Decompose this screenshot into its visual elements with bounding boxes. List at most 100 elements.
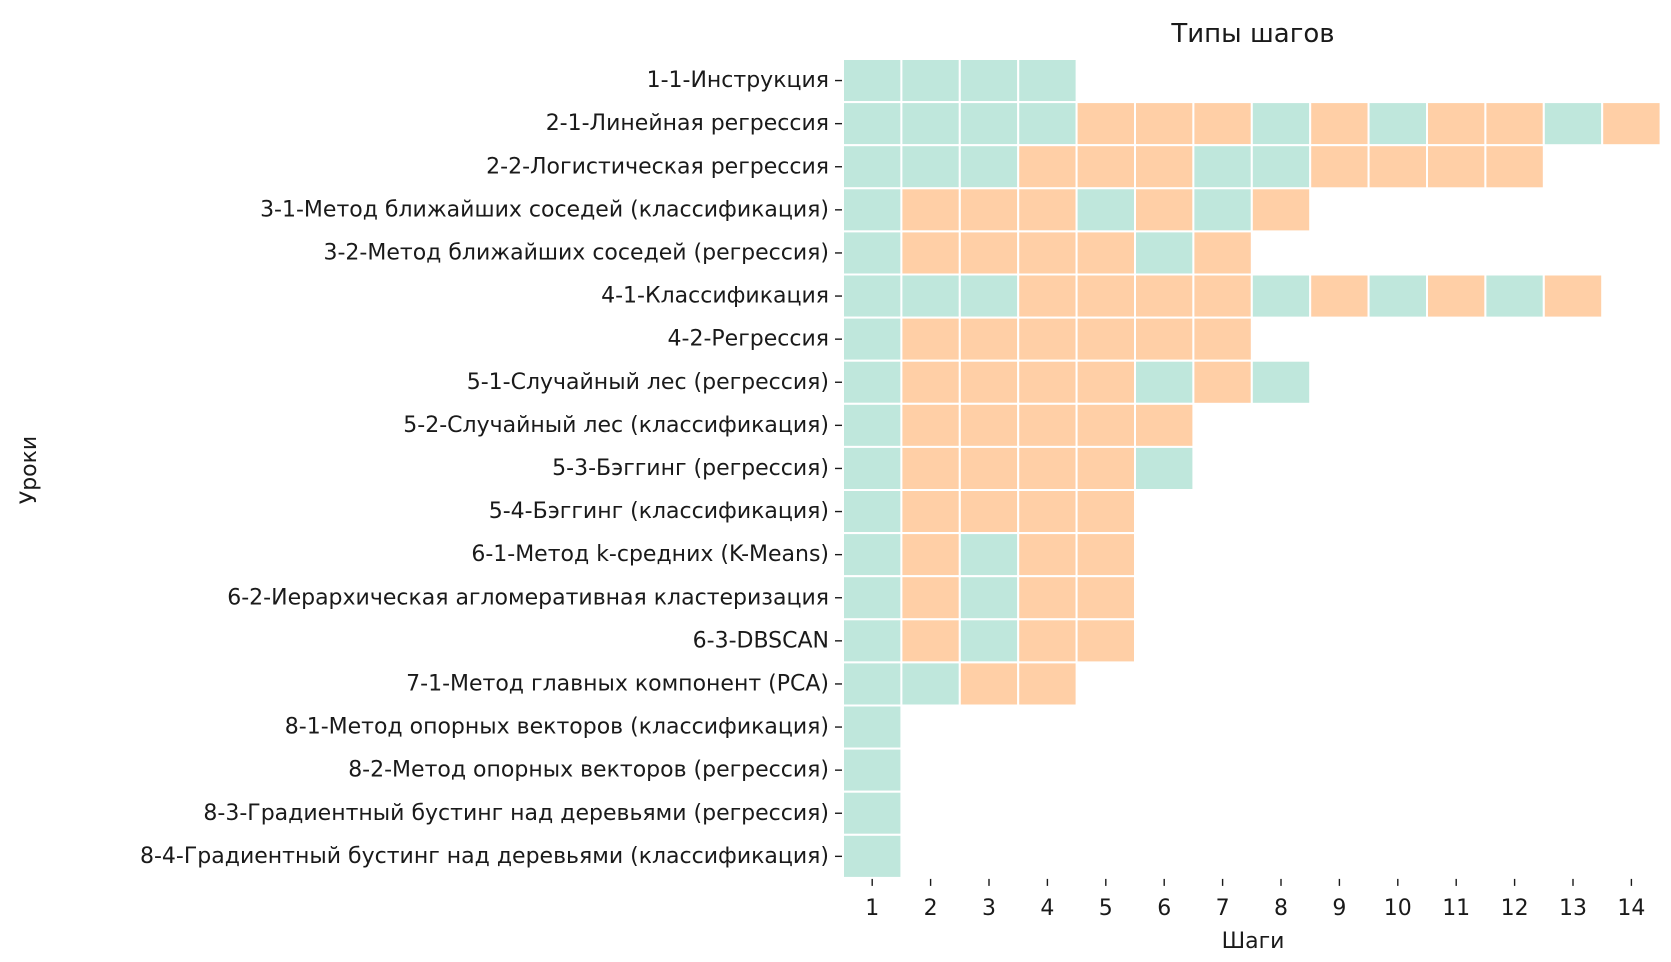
heatmap-cell: [1192, 187, 1253, 233]
heatmap-cell: [900, 58, 961, 104]
heatmap-cell: [1484, 144, 1545, 190]
heatmap-cell: [958, 273, 1020, 319]
heatmap-cell: [1017, 58, 1078, 104]
heatmap-cell: [1542, 273, 1604, 319]
x-tick-label: 7: [1216, 896, 1230, 921]
heatmap-cell: [842, 316, 903, 362]
y-tick-label: 5-3-Бэггинг (регрессия): [552, 456, 829, 481]
heatmap-cell: [1367, 101, 1428, 147]
heatmap-cell: [900, 402, 961, 448]
heatmap-cell: [1075, 101, 1136, 147]
y-axis-label: Уроки: [17, 436, 42, 504]
y-tick-label: 5-1-Случайный лес (регрессия): [467, 370, 829, 395]
heatmap-cells: [842, 58, 1662, 879]
heatmap-cell: [1134, 187, 1195, 233]
heatmap-cell: [1075, 618, 1136, 664]
x-tick-label: 1: [865, 896, 879, 921]
y-tick-label: 5-2-Случайный лес (классификация): [403, 413, 829, 438]
heatmap-cell: [1017, 575, 1078, 621]
heatmap-cell: [842, 187, 903, 233]
heatmap-cell: [900, 144, 961, 190]
heatmap-cell: [1134, 101, 1195, 147]
heatmap-cell: [1484, 273, 1545, 319]
heatmap-cell: [958, 144, 1020, 190]
heatmap-cell: [1309, 273, 1370, 319]
y-tick-label: 2-1-Линейная регрессия: [546, 111, 829, 136]
heatmap-cell: [900, 359, 961, 405]
heatmap-cell: [958, 532, 1020, 578]
x-tick-label: 9: [1332, 896, 1346, 921]
heatmap-cell: [958, 359, 1020, 405]
y-tick-label: 3-1-Метод ближайших соседей (классификац…: [260, 197, 829, 222]
y-axis-ticks: 1-1-Инструкция 2-1-Линейная регрессия 2-2-…: [140, 68, 842, 869]
heatmap-cell: [1192, 359, 1253, 405]
heatmap-cell: [1134, 230, 1195, 276]
heatmap-cell: [1192, 144, 1253, 190]
heatmap-cell: [842, 58, 903, 104]
heatmap-cell: [1017, 101, 1078, 147]
heatmap-cell: [1075, 402, 1136, 448]
heatmap-cell: [958, 187, 1020, 233]
y-tick-label: 6-3-DBSCAN: [693, 628, 829, 653]
heatmap-cell: [900, 316, 961, 362]
heatmap-cell: [1075, 144, 1136, 190]
x-tick-label: 13: [1559, 896, 1587, 921]
heatmap-cell: [1075, 316, 1136, 362]
heatmap-cell: [1309, 101, 1370, 147]
y-tick-label: 4-1-Классификация: [601, 284, 829, 309]
heatmap-cell: [1484, 101, 1545, 147]
heatmap-cell: [900, 273, 961, 319]
y-tick-label: 8-3-Градиентный бустинг над деревьями (р…: [203, 801, 829, 826]
heatmap-cell: [1367, 273, 1428, 319]
heatmap-cell: [842, 833, 903, 879]
heatmap-cell: [842, 445, 903, 491]
x-axis-ticks: 1 2 3 4 5 6 7 8 9 10 11 12 13 14: [865, 878, 1645, 921]
y-tick-label: 6-1-Метод k-средних (K-Means): [471, 542, 829, 567]
heatmap-cell: [958, 575, 1020, 621]
heatmap-cell: [1017, 618, 1078, 664]
heatmap-cell: [1134, 316, 1195, 362]
y-tick-label: 8-4-Градиентный бустинг над деревьями (к…: [140, 844, 829, 869]
heatmap-cell: [900, 661, 961, 707]
heatmap-cell: [1192, 230, 1253, 276]
heatmap-cell: [842, 489, 903, 535]
y-tick-label: 7-1-Метод главных компонент (PCA): [406, 671, 829, 696]
y-tick-label: 8-1-Метод опорных векторов (классификаци…: [285, 715, 829, 740]
heatmap-cell: [1250, 101, 1312, 147]
y-tick-label: 5-4-Бэггинг (классификация): [489, 499, 829, 524]
heatmap-cell: [958, 316, 1020, 362]
heatmap-cell: [900, 532, 961, 578]
heatmap-cell: [1017, 230, 1078, 276]
heatmap-cell: [842, 101, 903, 147]
heatmap-cell: [1134, 273, 1195, 319]
heatmap-cell: [1309, 144, 1370, 190]
y-tick-label: 3-2-Метод ближайших соседей (регрессия): [323, 240, 829, 265]
y-tick-label: 6-2-Иерархическая агломеративная кластер…: [227, 585, 829, 610]
heatmap-cell: [842, 661, 903, 707]
heatmap-cell: [1601, 101, 1662, 147]
x-tick-label: 3: [982, 896, 996, 921]
heatmap-cell: [842, 402, 903, 448]
heatmap-cell: [1075, 532, 1136, 578]
y-tick-label: 2-2-Логистическая регрессия: [486, 154, 829, 179]
heatmap-cell: [958, 445, 1020, 491]
heatmap-cell: [1017, 144, 1078, 190]
heatmap-cell: [842, 144, 903, 190]
heatmap-cell: [1250, 187, 1312, 233]
x-tick-label: 5: [1099, 896, 1113, 921]
x-axis-label: Шаги: [1222, 929, 1285, 954]
y-tick-label: 4-2-Регрессия: [668, 327, 829, 352]
heatmap-cell: [1017, 489, 1078, 535]
heatmap-cell: [1134, 402, 1195, 448]
heatmap-cell: [1075, 230, 1136, 276]
heatmap-cell: [900, 445, 961, 491]
heatmap-cell: [900, 575, 961, 621]
heatmap-cell: [958, 489, 1020, 535]
heatmap-cell: [900, 489, 961, 535]
heatmap-cell: [1426, 101, 1487, 147]
chart-title: Типы шагов: [1170, 19, 1334, 49]
heatmap-cell: [958, 101, 1020, 147]
heatmap-cell: [1192, 273, 1253, 319]
heatmap-cell: [1134, 144, 1195, 190]
heatmap-cell: [900, 101, 961, 147]
